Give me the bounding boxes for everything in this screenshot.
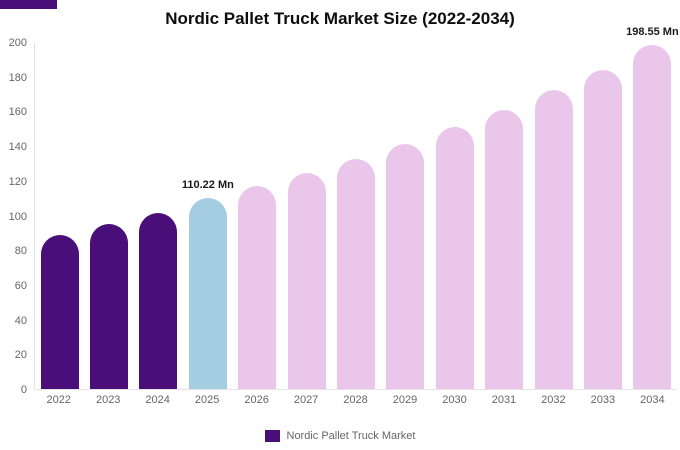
bar-column	[233, 42, 282, 389]
bar-column	[134, 42, 183, 389]
y-tick-label: 20	[14, 349, 27, 362]
bar-2032	[534, 89, 573, 389]
bar-annotation: 110.22 Mn	[181, 178, 234, 191]
x-tick-label: 2034	[640, 394, 665, 406]
bar-column	[331, 42, 380, 389]
x-tick-label: 2026	[244, 394, 269, 406]
x-tick-label: 2032	[541, 394, 566, 406]
y-tick-label: 120	[8, 175, 27, 188]
bar-2026	[238, 186, 277, 389]
bar-2031	[485, 109, 524, 389]
bar-2022	[40, 235, 79, 389]
legend: Nordic Pallet Truck Market	[0, 430, 680, 442]
x-tick-label: 2030	[442, 394, 467, 406]
bar-chart: 0 20 40 60 80 100 120 140 160 180 200 110.22 Mn 198…	[0, 26, 680, 396]
bar-column	[578, 42, 627, 389]
bar-2023	[90, 224, 129, 389]
bar-2025	[188, 197, 227, 389]
legend-swatch-icon	[264, 430, 280, 442]
bar-column	[430, 42, 479, 389]
y-tick-label: 80	[14, 245, 27, 258]
bar-2033	[583, 69, 622, 389]
y-tick-label: 60	[14, 279, 27, 292]
top-strip	[0, 0, 57, 9]
y-tick-label: 40	[14, 314, 27, 327]
bar-column: 198.55 Mn	[626, 26, 679, 389]
bar-2028	[337, 159, 376, 389]
y-tick-label: 140	[8, 141, 27, 154]
bar-column	[480, 42, 529, 389]
x-axis: 2022 2023 2024 2025 2026 2027 2028 2029 2030 2031…	[34, 394, 677, 406]
x-tick-label: 2025	[194, 394, 220, 406]
bar-column	[529, 42, 578, 389]
bar-2029	[386, 143, 425, 389]
bar-column	[35, 42, 84, 389]
bar-column	[282, 42, 331, 389]
bar-annotation: 198.55 Mn	[626, 25, 679, 38]
bar-column	[381, 42, 430, 389]
x-tick-label: 2031	[491, 394, 517, 406]
x-tick-label: 2033	[590, 394, 616, 406]
x-tick-label: 2022	[46, 394, 71, 406]
plot-area: 110.22 Mn 198.55 Mn	[34, 26, 679, 390]
y-tick-label: 100	[8, 210, 27, 223]
bar-2034	[633, 44, 672, 389]
bar-2024	[139, 212, 178, 389]
x-tick-label: 2028	[343, 394, 368, 406]
legend-label: Nordic Pallet Truck Market	[286, 430, 416, 442]
x-tick-label: 2024	[145, 394, 170, 406]
x-tick-label: 2029	[392, 394, 418, 406]
chart-title: Nordic Pallet Truck Market Size (2022-20…	[165, 9, 515, 28]
y-tick-label: 160	[8, 106, 27, 119]
bar-2027	[287, 173, 326, 389]
y-tick-label: 0	[20, 384, 27, 396]
bar-column: 110.22 Mn	[181, 42, 234, 389]
y-tick-label: 200	[8, 37, 27, 49]
x-tick-label: 2027	[293, 394, 319, 406]
x-tick-label: 2023	[95, 394, 121, 406]
y-tick-label: 180	[8, 71, 27, 84]
bar-2030	[435, 127, 474, 389]
y-axis: 0 20 40 60 80 100 120 140 160 180 200	[0, 37, 30, 396]
bar-column	[84, 42, 133, 389]
